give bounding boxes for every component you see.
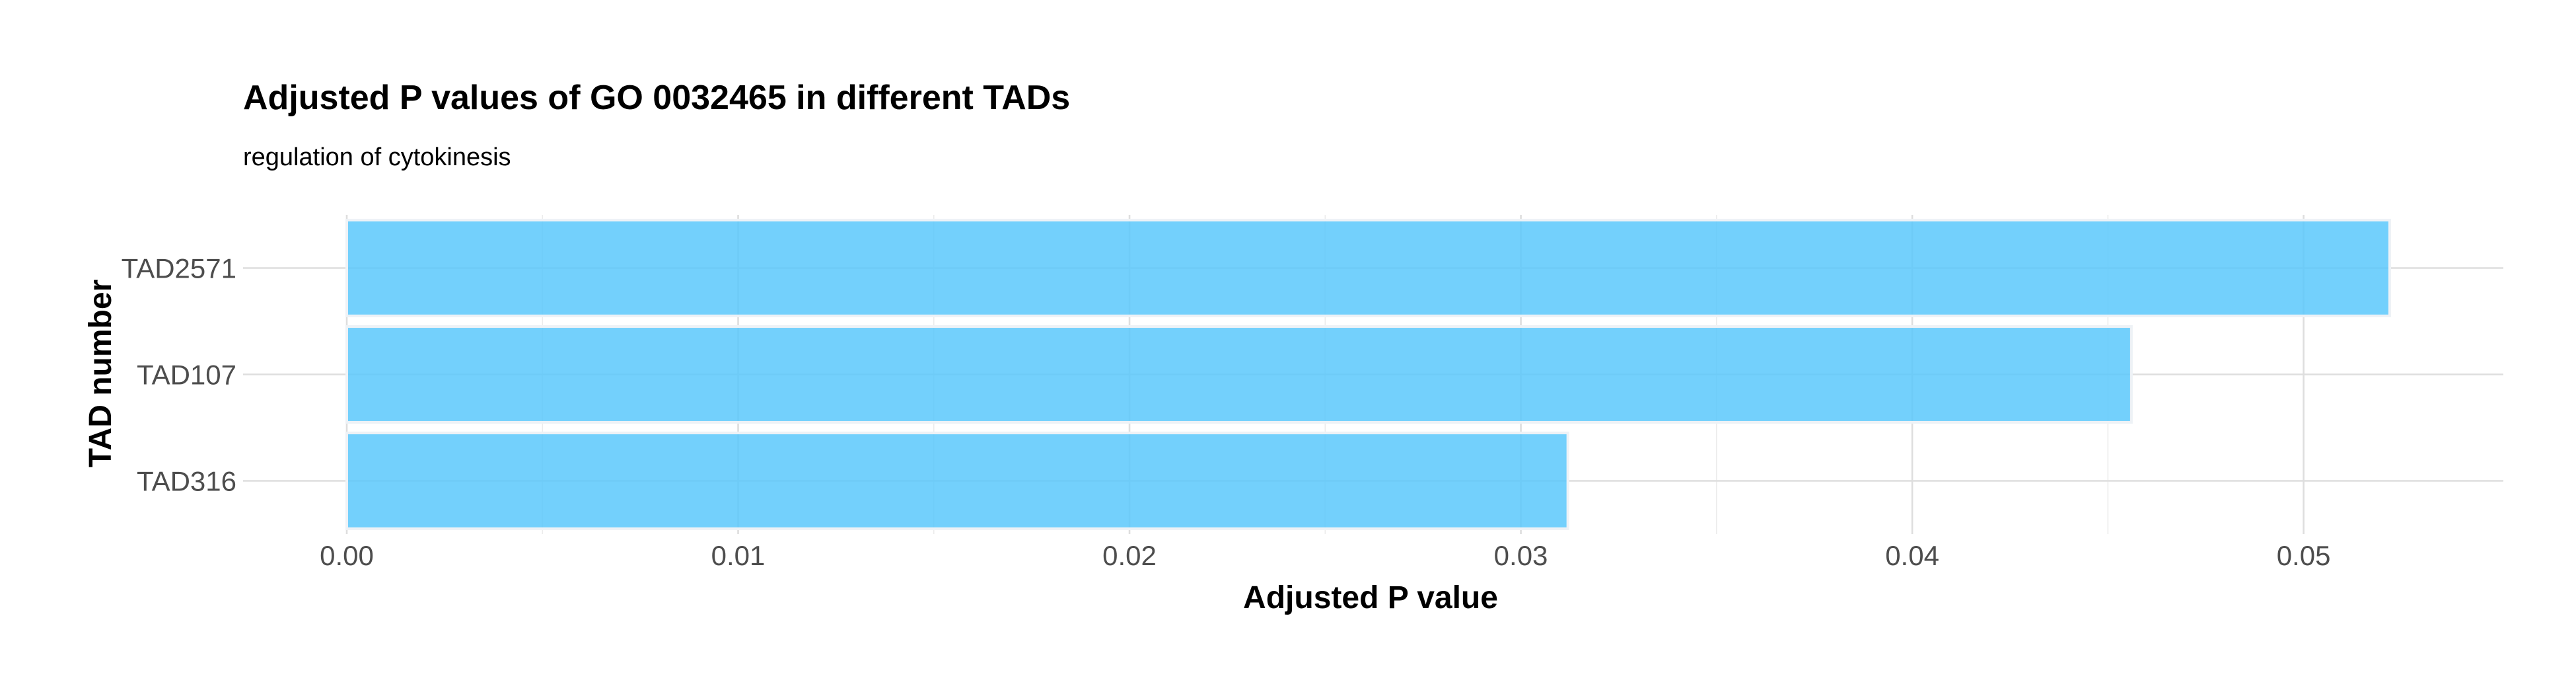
x-tick-label: 0.03 xyxy=(1494,540,1548,571)
y-axis-tick-labels: TAD2571 TAD107 TAD316 xyxy=(122,253,236,497)
x-tick-label: 0.01 xyxy=(711,540,766,571)
chart-subtitle: regulation of cytokinesis xyxy=(243,143,511,171)
y-tick-label: TAD107 xyxy=(137,360,236,391)
x-tick-label: 0.00 xyxy=(320,540,374,571)
bar-tad316 xyxy=(345,432,1569,530)
chart-title: Adjusted P values of GO 0032465 in diffe… xyxy=(243,79,1070,117)
y-tick-label: TAD2571 xyxy=(122,253,236,284)
x-tick-label: 0.05 xyxy=(2277,540,2331,571)
x-axis-title: Adjusted P value xyxy=(1243,580,1498,615)
x-axis-tick-labels: 0.00 0.01 0.02 0.03 0.04 0.05 xyxy=(320,540,2330,571)
y-axis-title: TAD number xyxy=(83,280,118,467)
bar-tad107 xyxy=(345,325,2133,424)
bar-tad2571 xyxy=(345,219,2391,317)
x-tick-label: 0.04 xyxy=(1885,540,1939,571)
y-tick-label: TAD316 xyxy=(137,466,236,497)
x-tick-label: 0.02 xyxy=(1102,540,1157,571)
bars xyxy=(345,219,2391,530)
